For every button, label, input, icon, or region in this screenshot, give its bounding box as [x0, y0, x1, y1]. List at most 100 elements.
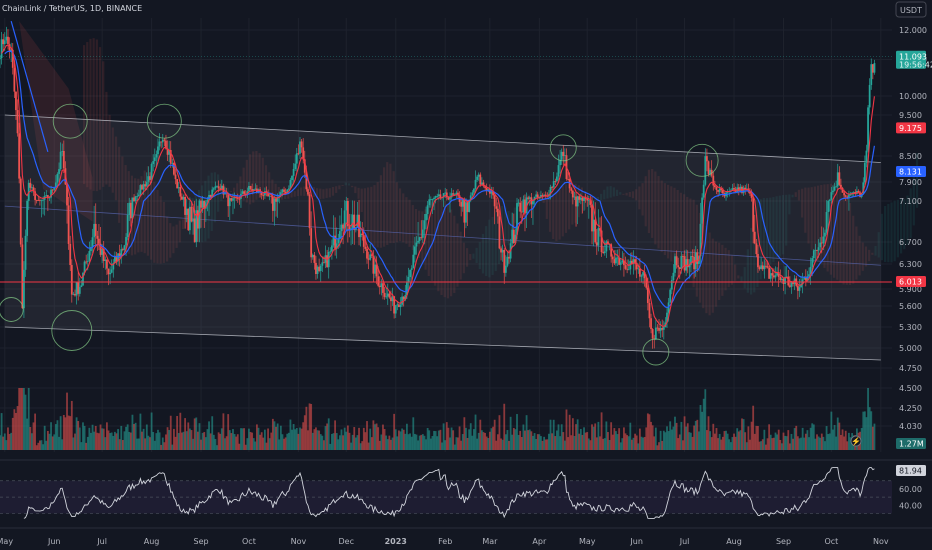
- volume-bar: [779, 439, 782, 450]
- price-axis[interactable]: 12.00011.00010.0009.5008.5007.9007.1006.…: [899, 26, 927, 431]
- volume-bar: [455, 437, 458, 450]
- candle-body: [80, 285, 83, 288]
- pivot-circle[interactable]: [549, 134, 577, 162]
- volume-bar: [176, 415, 179, 450]
- cloud-segment: [558, 189, 561, 240]
- volume-bar: [393, 413, 396, 450]
- candle-body: [846, 196, 849, 199]
- cloud-segment: [619, 192, 622, 195]
- pivot-circle[interactable]: [52, 103, 88, 139]
- volume-bar: [184, 418, 187, 450]
- candle-body: [589, 200, 592, 205]
- candle-body: [656, 327, 659, 329]
- pivot-circle[interactable]: [146, 103, 182, 139]
- time-axis[interactable]: May Jun Jul Aug Sep Oct Nov Dec 2023 Feb Mar Apr May…: [0, 527, 932, 546]
- candle-body: [7, 36, 9, 45]
- cloud-segment: [781, 195, 785, 255]
- candle-body: [619, 262, 622, 265]
- cloud-segment: [810, 187, 813, 250]
- candle-body: [670, 280, 673, 290]
- candle-body: [436, 195, 439, 197]
- channel-upper-line[interactable]: [4, 114, 881, 163]
- volume-bar: [728, 439, 731, 450]
- volume-bar: [88, 427, 91, 450]
- volume-bar: [271, 418, 274, 450]
- volume-bar: [257, 427, 260, 450]
- volume-bar: [66, 392, 68, 450]
- volume-bar: [168, 430, 171, 450]
- cloud-segment: [319, 188, 322, 200]
- volume-bar: [292, 423, 295, 450]
- volume-bar: [498, 415, 501, 450]
- candle-body: [516, 203, 518, 235]
- volume-bar: [34, 413, 37, 450]
- cloud-segment: [711, 238, 714, 313]
- lightning-icon[interactable]: ⚡: [850, 435, 862, 447]
- candle-body: [163, 139, 166, 141]
- cloud-segment: [156, 189, 159, 264]
- candle-body: [808, 274, 810, 277]
- cloud-segment: [459, 231, 462, 280]
- volume-bar: [200, 439, 202, 450]
- volume-bar: [299, 427, 301, 450]
- volume-bar: [193, 418, 196, 450]
- circled-pivots[interactable]: [0, 103, 719, 366]
- channel-lower-line[interactable]: [4, 326, 881, 361]
- pivot-circle[interactable]: [685, 143, 719, 177]
- candle-body: [291, 175, 293, 180]
- cloud-segment: [561, 186, 564, 237]
- candle-body: [645, 278, 648, 288]
- cloud-segment: [344, 182, 347, 186]
- volume-bar: [450, 427, 453, 450]
- volume-bar: [80, 442, 83, 450]
- cloud-segment: [118, 146, 121, 223]
- volume-bar: [760, 441, 763, 450]
- volume-bar: [340, 429, 343, 450]
- pivot-circle[interactable]: [51, 310, 93, 351]
- volume-bar: [40, 440, 43, 450]
- candle-body: [627, 269, 630, 271]
- cloud-segment: [159, 196, 162, 264]
- candle-body: [295, 153, 298, 164]
- candle-body: [737, 187, 740, 191]
- cloud-segment: [868, 249, 871, 262]
- candle-body: [830, 192, 833, 200]
- candle-body: [804, 277, 807, 281]
- candle-body: [275, 198, 277, 202]
- cloud-segment: [504, 207, 507, 252]
- candle-body: [688, 264, 691, 268]
- cloud-segment: [248, 154, 252, 205]
- candle-body: [332, 235, 335, 246]
- currency-button[interactable]: USDT: [895, 1, 927, 18]
- candle-body: [302, 147, 305, 160]
- cloud-segment: [204, 180, 207, 242]
- volume-bar: [809, 427, 812, 450]
- volume-bar: [662, 430, 665, 450]
- candle-body: [455, 192, 458, 195]
- volume-bar: [484, 432, 486, 450]
- pivot-circle[interactable]: [642, 338, 670, 366]
- candle-body: [800, 284, 802, 288]
- cloud-segment: [836, 186, 839, 280]
- channel-midline[interactable]: [4, 205, 881, 266]
- candle-body: [742, 187, 745, 193]
- cloud-segment: [472, 253, 475, 259]
- trend-channel[interactable]: [4, 114, 881, 361]
- support-tag-text: 6.013: [899, 277, 922, 286]
- volume-bar: [354, 437, 357, 450]
- pivot-circle[interactable]: [0, 297, 24, 322]
- candle-body: [774, 275, 777, 278]
- cloud-segment: [749, 227, 753, 295]
- volume-bar: [701, 411, 704, 450]
- candle-body: [101, 248, 104, 255]
- cloud-segment: [893, 200, 896, 262]
- candle-body: [300, 141, 303, 148]
- candle-body: [841, 187, 844, 193]
- cloud-segment: [303, 186, 306, 196]
- volume-bar: [437, 430, 440, 450]
- volume-bar: [420, 434, 423, 450]
- volume-bar: [106, 422, 108, 450]
- candle-body: [284, 191, 287, 193]
- cloud-segment: [341, 185, 344, 187]
